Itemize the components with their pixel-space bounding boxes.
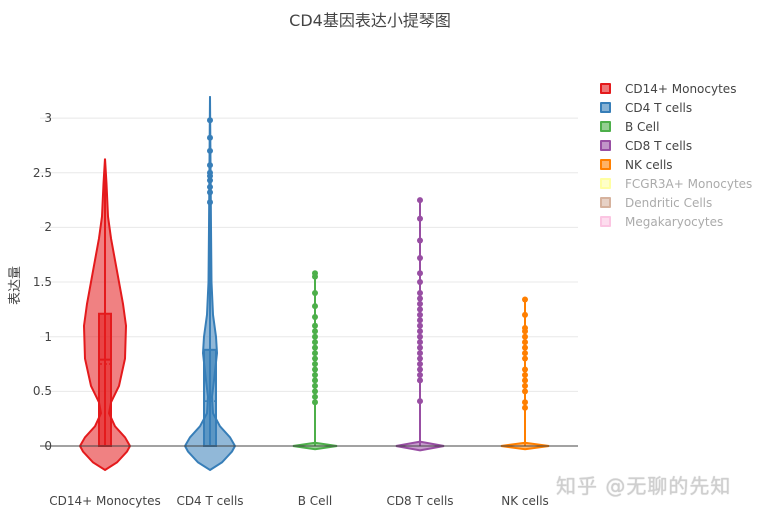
legend-item[interactable]: CD14+ Monocytes [600, 79, 752, 98]
legend-label: NK cells [625, 157, 673, 172]
violin-cd4-t-cells[interactable] [183, 96, 237, 472]
violin-cd8-t-cells[interactable] [395, 197, 445, 452]
y-tick-label: 0 [44, 439, 52, 453]
violin-traces[interactable] [78, 96, 550, 472]
y-tick-label: 3 [44, 111, 52, 126]
legend-item[interactable]: B Cell [600, 117, 752, 136]
legend-item[interactable]: Dendritic Cells [600, 193, 752, 212]
x-tick-label: CD14+ Monocytes [49, 494, 161, 508]
x-tick-label: CD4 T cells [176, 494, 244, 508]
legend-swatch-icon [600, 140, 611, 151]
legend-swatch-icon [600, 216, 611, 227]
legend-label: CD8 T cells [625, 138, 693, 153]
legend-swatch-icon [600, 197, 611, 208]
legend-label: CD14+ Monocytes [625, 81, 737, 96]
y-tick-label: 1 [44, 329, 52, 344]
x-tick-label: B Cell [297, 494, 333, 508]
violin-nk-cells[interactable] [500, 296, 550, 451]
y-tick-label: 2 [44, 220, 52, 235]
legend-swatch-icon [600, 178, 611, 189]
legend-item[interactable]: NK cells [600, 155, 752, 174]
legend-label: B Cell [625, 119, 660, 134]
y-tick-label: 0.5 [32, 384, 52, 399]
legend-item[interactable]: CD8 T cells [600, 136, 752, 155]
legend-swatch-icon [600, 159, 611, 170]
chart-title: CD4基因表达小提琴图 [289, 11, 451, 30]
y-tick-label: 1.5 [32, 275, 52, 290]
legend-item[interactable]: Megakaryocytes [600, 212, 752, 231]
legend-swatch-icon [600, 121, 611, 132]
violin-b-cell[interactable] [292, 270, 338, 451]
legend-label: Dendritic Cells [625, 195, 713, 210]
legend-swatch-icon [600, 83, 611, 94]
x-tick-label: NK cells [501, 494, 549, 508]
x-tick-label: CD8 T cells [386, 494, 454, 508]
legend-swatch-icon [600, 102, 611, 113]
legend-item[interactable]: CD4 T cells [600, 98, 752, 117]
violin-cd14-monocytes[interactable] [78, 158, 132, 472]
gridlines [40, 117, 578, 392]
legend-label: Megakaryocytes [625, 214, 724, 229]
y-tick-label: 2.5 [32, 165, 52, 180]
legend-label: FCGR3A+ Monocytes [625, 176, 753, 191]
legend-item[interactable]: FCGR3A+ Monocytes [600, 174, 752, 193]
legend-label: CD4 T cells [625, 100, 693, 115]
legend[interactable]: CD14+ Monocytes CD4 T cells B Cell CD8 T ce… [600, 79, 752, 231]
watermark: 知乎 @无聊的先知 [556, 474, 732, 498]
